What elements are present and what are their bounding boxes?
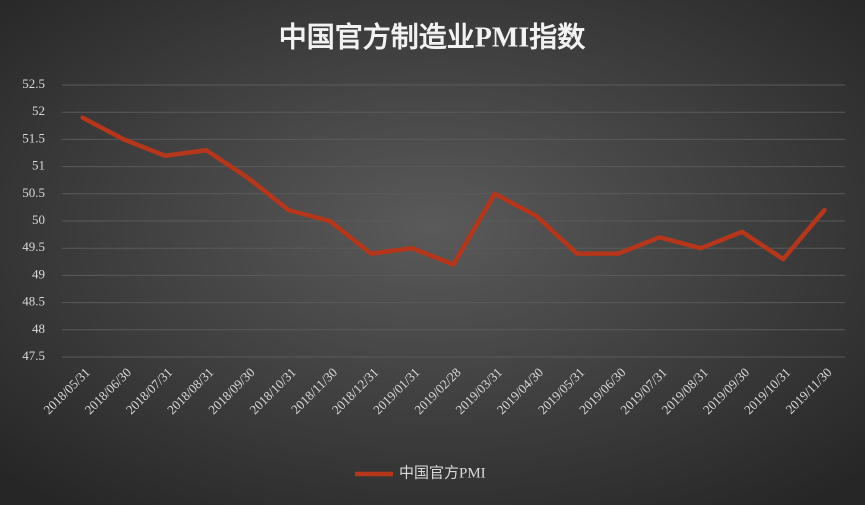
y-tick-label: 49.5 [22, 239, 45, 254]
chart-title: 中国官方制造业PMI指数 [279, 20, 586, 53]
y-tick-label: 51.5 [22, 130, 45, 145]
y-tick-label: 52.5 [22, 76, 45, 91]
y-tick-label: 48 [32, 321, 45, 336]
y-tick-label: 52 [32, 103, 45, 118]
data-line [80, 115, 827, 267]
y-tick-label: 48.5 [22, 294, 45, 309]
legend-label: 中国官方PMI [399, 464, 486, 481]
y-tick-label: 49 [32, 266, 45, 281]
y-tick-label: 47.5 [22, 348, 45, 363]
y-tick-label: 51 [32, 158, 45, 173]
y-tick-label: 50.5 [22, 185, 45, 200]
y-tick-label: 50 [32, 212, 45, 227]
